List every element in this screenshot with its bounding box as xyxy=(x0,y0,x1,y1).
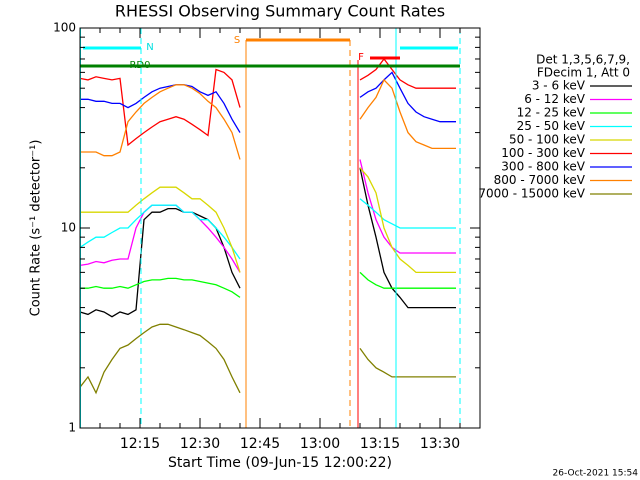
annotation: N xyxy=(146,42,153,53)
series-line xyxy=(79,323,456,395)
legend-label: 7000 - 15000 keV xyxy=(478,187,585,201)
legend-title: Det 1,3,5,6,7,9, xyxy=(536,53,630,67)
series-line xyxy=(79,167,456,318)
legend-label: 50 - 100 keV xyxy=(509,133,586,147)
series-line xyxy=(79,198,456,260)
annotation: RD0 xyxy=(129,60,150,71)
legend-label: 300 - 800 keV xyxy=(501,160,585,174)
legend-label: 25 - 50 keV xyxy=(517,119,586,133)
x-tick-label: 13:15 xyxy=(360,436,400,452)
x-axis-label: Start Time (09-Jun-15 12:00:22) xyxy=(168,455,392,471)
x-tick-label: 12:30 xyxy=(180,436,220,452)
legend-label: 3 - 6 keV xyxy=(532,79,586,93)
x-tick-label: 13:30 xyxy=(420,436,460,452)
legend-label: 12 - 25 keV xyxy=(517,106,586,120)
y-tick-label: 1 xyxy=(68,421,76,435)
legend-title: FDecim 1, Att 0 xyxy=(537,66,630,80)
chart-title: RHESSI Observing Summary Count Rates xyxy=(115,2,445,21)
y-axis-label: Count Rate (s⁻¹ detector⁻¹) xyxy=(29,140,44,317)
plot-area xyxy=(79,57,456,395)
x-tick-label: 12:45 xyxy=(240,436,280,452)
y-tick-label: 10 xyxy=(61,221,76,235)
legend-label: 6 - 12 keV xyxy=(524,92,586,106)
series-line xyxy=(80,271,456,298)
legend-label: 100 - 300 keV xyxy=(501,146,585,160)
series-line xyxy=(80,78,456,160)
y-tick-label: 100 xyxy=(53,21,76,35)
footer: 26-Oct-2021 15:54 xyxy=(553,469,639,479)
series-line xyxy=(80,167,456,274)
x-tick-label: 13:00 xyxy=(300,436,340,452)
x-tick-label: 12:15 xyxy=(120,436,160,452)
series-line xyxy=(80,71,456,133)
series-line xyxy=(79,57,456,147)
series-line xyxy=(79,159,456,273)
markers: N S F RD0 xyxy=(80,28,461,428)
legend-label: 800 - 7000 keV xyxy=(494,173,586,187)
annotation: F xyxy=(358,52,364,63)
annotation: S xyxy=(234,35,240,46)
